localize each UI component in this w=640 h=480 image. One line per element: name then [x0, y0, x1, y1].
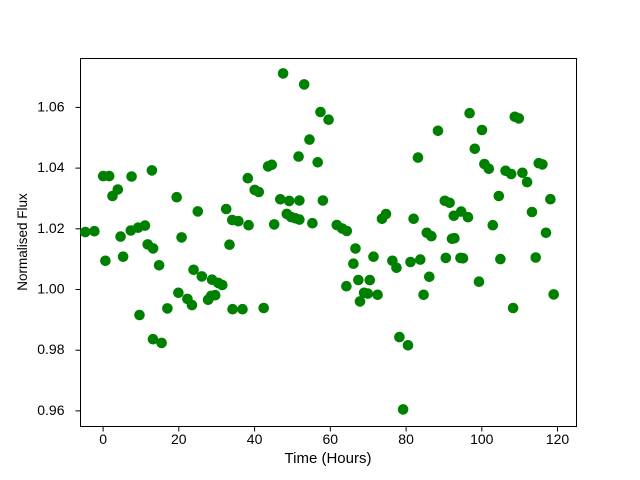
svg-text:0.98: 0.98	[37, 341, 64, 357]
svg-text:0: 0	[99, 431, 107, 447]
svg-text:120: 120	[546, 431, 570, 447]
svg-text:Normalised Flux: Normalised Flux	[15, 193, 30, 291]
svg-text:1.00: 1.00	[37, 281, 64, 297]
svg-text:0.96: 0.96	[37, 402, 64, 418]
svg-text:80: 80	[398, 431, 414, 447]
svg-text:1.04: 1.04	[37, 159, 64, 175]
svg-text:Time (Hours): Time (Hours)	[285, 450, 372, 467]
svg-text:1.02: 1.02	[37, 220, 64, 236]
svg-text:20: 20	[171, 431, 187, 447]
svg-text:60: 60	[323, 431, 339, 447]
svg-text:1.06: 1.06	[37, 98, 64, 114]
svg-text:100: 100	[470, 431, 494, 447]
svg-text:40: 40	[247, 431, 263, 447]
